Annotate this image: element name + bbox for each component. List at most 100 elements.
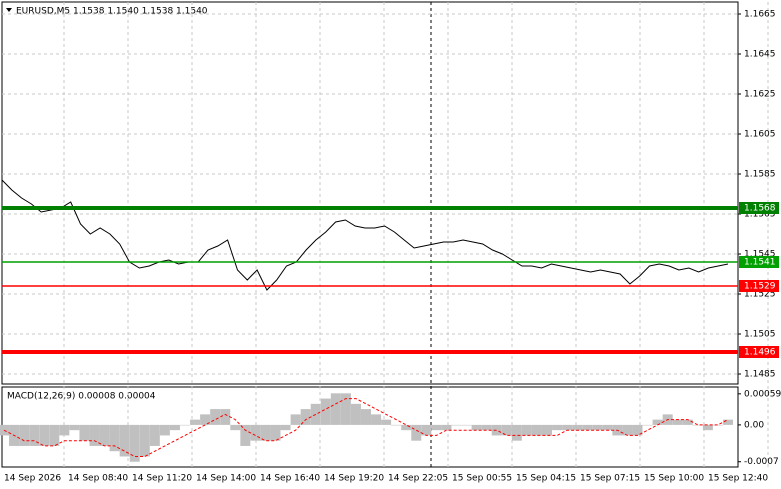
y-tick-label: 1.1545	[744, 250, 776, 260]
x-tick-label: 14 Sep 14:00	[196, 474, 256, 484]
macd-bar	[592, 424, 603, 431]
y-tick-label: 1.1625	[744, 90, 776, 100]
x-tick-label: 14 Sep 2026	[4, 474, 61, 484]
y-tick-label: 1.1485	[744, 370, 776, 380]
level-label: 1.1529	[744, 282, 776, 292]
macd-bar	[602, 424, 613, 431]
level-label: 1.1568	[744, 204, 776, 214]
macd-bar	[411, 424, 422, 441]
macd-bar	[702, 424, 713, 431]
level-label: 1.1541	[744, 258, 776, 268]
y-tick-label: 1.1525	[744, 290, 776, 300]
macd-bar	[280, 424, 291, 431]
macd-bar	[712, 424, 723, 426]
macd-title: MACD(12,26,9) 0.00008 0.00004	[7, 392, 156, 402]
macd-bar	[99, 424, 110, 446]
macd-bar	[542, 424, 552, 436]
macd-bar	[180, 424, 190, 426]
macd-bar	[441, 424, 452, 431]
y-tick-label: -0.0007	[744, 457, 779, 467]
x-tick-label: 14 Sep 19:20	[324, 474, 384, 484]
macd-bar	[190, 419, 201, 425]
macd-bar	[491, 424, 502, 436]
level-label-box	[739, 202, 779, 214]
signal-line	[3, 398, 729, 457]
y-tick-label: 1.1585	[744, 170, 776, 180]
y-tick-label: 0.00059	[744, 389, 781, 399]
macd-bar	[240, 424, 251, 446]
macd-bar	[270, 424, 281, 441]
macd-bar	[129, 424, 140, 462]
macd-bar	[220, 409, 231, 425]
macd-bar	[622, 424, 633, 436]
macd-bar	[481, 424, 492, 431]
x-tick-label: 14 Sep 11:20	[132, 474, 192, 484]
macd-bar	[371, 414, 382, 425]
y-tick-label: 1.1665	[744, 10, 776, 20]
x-tick-label: 15 Sep 00:55	[452, 474, 512, 484]
level-label-box	[739, 256, 779, 268]
macd-bar	[69, 424, 80, 431]
macd-bar	[300, 409, 311, 425]
macd-bar	[210, 409, 221, 425]
macd-bar	[652, 419, 663, 425]
x-tick-label: 14 Sep 08:40	[68, 474, 128, 484]
y-tick-label: 1.1605	[744, 130, 776, 140]
price-panel	[1, 1, 739, 385]
macd-bar	[391, 424, 402, 426]
macd-bar	[200, 414, 211, 425]
macd-bar	[682, 419, 693, 425]
price-line	[1, 179, 729, 291]
y-tick-label: 1.1505	[744, 330, 776, 340]
macd-bar	[521, 424, 532, 436]
macd-bar	[511, 424, 522, 441]
macd-bar	[401, 424, 412, 431]
macd-bar	[361, 409, 371, 425]
macd-bar	[461, 424, 472, 426]
macd-bar	[230, 424, 241, 431]
macd-bar	[149, 424, 160, 446]
macd-bar	[49, 424, 60, 446]
macd-bar	[320, 398, 331, 425]
macd-bar	[89, 424, 100, 446]
x-tick-label: 15 Sep 12:40	[708, 474, 768, 484]
macd-bar	[330, 393, 341, 425]
x-tick-label: 14 Sep 22:05	[388, 474, 448, 484]
macd-bar	[672, 419, 683, 425]
macd-bar	[290, 414, 301, 425]
macd-bar	[250, 424, 261, 441]
y-tick-label: 1.1645	[744, 50, 776, 60]
macd-bar	[692, 424, 703, 426]
macd-bar	[159, 424, 170, 436]
macd-bar	[421, 424, 432, 436]
macd-bar	[59, 424, 70, 436]
macd-bar	[471, 424, 482, 431]
macd-bar	[19, 424, 30, 446]
level-label-box	[739, 280, 779, 292]
macd-bar	[501, 424, 512, 436]
macd-bar	[139, 424, 150, 457]
macd-bar	[642, 424, 653, 426]
macd-bar	[582, 424, 593, 431]
macd-bar	[632, 424, 643, 436]
level-label: 1.1496	[744, 348, 776, 358]
macd-bar	[451, 424, 462, 426]
macd-bar	[29, 424, 40, 446]
macd-bar	[79, 424, 90, 441]
chart-title: EURUSD,M5 1.1538 1.1540 1.1538 1.1540	[16, 7, 208, 17]
level-label-box	[739, 346, 779, 358]
macd-bar	[119, 424, 130, 457]
macd-bar	[169, 424, 180, 431]
macd-bar	[340, 393, 351, 425]
x-tick-label: 15 Sep 07:15	[580, 474, 640, 484]
macd-bar	[350, 403, 361, 425]
macd-bar	[260, 424, 271, 441]
y-tick-label: 1.1565	[744, 210, 776, 220]
x-tick-label: 14 Sep 16:40	[260, 474, 320, 484]
macd-bar	[109, 424, 120, 452]
macd-bar	[531, 424, 542, 436]
macd-bar	[552, 424, 563, 431]
macd-bar	[562, 424, 573, 431]
